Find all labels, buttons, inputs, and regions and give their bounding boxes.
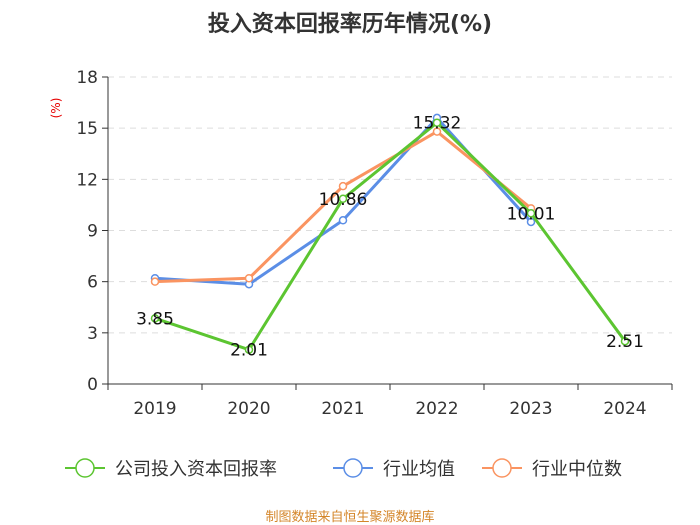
source-note: 制图数据来自恒生聚源数据库 xyxy=(265,510,435,525)
data-point xyxy=(244,274,254,283)
legend: 公司投入资本回报率 行业均值 行业中位数 xyxy=(65,458,622,480)
y-tick-label: 3 xyxy=(87,324,98,344)
data-point xyxy=(432,127,442,136)
data-point xyxy=(526,209,536,218)
y-tick-label: 6 xyxy=(87,273,98,293)
legend-label: 行业均值 xyxy=(383,459,455,480)
series-lines xyxy=(150,113,630,354)
data-label: 15.32 xyxy=(413,114,462,134)
y-axis-label: (%) xyxy=(49,98,63,119)
y-tick-label: 0 xyxy=(87,375,98,395)
data-point xyxy=(338,181,348,191)
y-tick-label: 15 xyxy=(76,119,98,139)
data-label: 2.01 xyxy=(230,341,268,361)
axes: 0 3 6 9 12 15 18 (%) 2019 2020 2021 2022 2023 2024 xyxy=(49,68,673,419)
data-label: 10.86 xyxy=(319,190,368,210)
x-tick-label: 2024 xyxy=(603,399,646,419)
series-line xyxy=(154,121,627,352)
legend-label: 行业中位数 xyxy=(532,459,622,480)
data-point xyxy=(244,345,254,354)
y-tick-label: 12 xyxy=(76,170,98,190)
data-label: 2.51 xyxy=(606,332,644,352)
data-point xyxy=(432,118,442,127)
data-point xyxy=(150,277,160,286)
x-tick-label: 2022 xyxy=(415,399,458,419)
legend-label: 公司投入资本回报率 xyxy=(115,459,277,480)
data-point xyxy=(338,216,348,225)
data-point xyxy=(526,217,536,227)
y-tick-label: 18 xyxy=(76,68,98,88)
x-tick-label: 2020 xyxy=(227,399,270,419)
chart-title: 投入资本回报率历年情况(%) xyxy=(207,12,493,37)
legend-marker xyxy=(75,458,95,478)
data-point xyxy=(150,314,160,323)
data-point xyxy=(338,194,348,204)
data-label: 3.85 xyxy=(136,309,174,329)
x-tick-label: 2019 xyxy=(133,399,176,419)
x-tick-label: 2023 xyxy=(509,399,552,419)
data-label: 10.01 xyxy=(507,204,556,224)
x-tick-label: 2021 xyxy=(321,399,364,419)
gridlines xyxy=(108,76,672,334)
data-labels: 3.85 2.01 10.86 15.32 10.01 2.51 xyxy=(136,114,644,361)
y-tick-label: 9 xyxy=(87,222,98,242)
data-point xyxy=(620,336,630,346)
legend-marker xyxy=(492,458,512,478)
legend-marker xyxy=(343,458,363,478)
